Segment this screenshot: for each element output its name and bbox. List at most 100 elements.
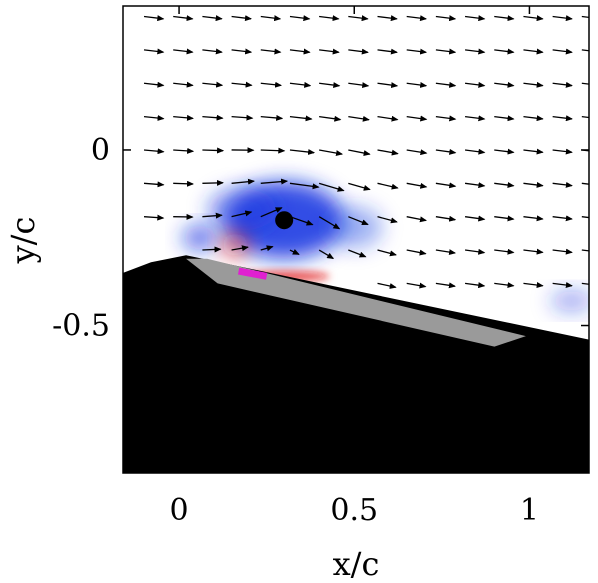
vortex-core-layer: [275, 211, 294, 230]
velocity-arrow-36: [260, 81, 283, 88]
velocity-arrow-125: [581, 249, 589, 252]
velocity-arrow-107: [464, 215, 486, 222]
velocity-arrow-16: [143, 48, 165, 55]
velocity-arrow-38: [319, 82, 341, 89]
velocity-arrow-15: [581, 15, 589, 19]
velocity-arrow-113: [231, 245, 249, 252]
velocity-arrow-26: [435, 48, 457, 55]
velocity-arrow-84: [260, 178, 289, 185]
velocity-arrow-45: [523, 81, 544, 88]
velocity-arrow-94: [552, 181, 573, 188]
velocity-arrow-12: [494, 15, 515, 22]
velocity-arrow-59: [464, 115, 486, 122]
velocity-arrow-37: [289, 81, 312, 88]
x-tick-label-1: 0.5: [330, 493, 378, 528]
velocity-arrow-74: [435, 148, 457, 155]
velocity-arrow-81: [173, 180, 195, 187]
velocity-arrow-106: [435, 215, 457, 222]
velocity-arrow-4: [260, 15, 282, 22]
velocity-arrow-2: [202, 15, 223, 22]
velocity-arrow-85: [289, 182, 320, 190]
velocity-vectors: [143, 15, 589, 289]
velocity-arrow-110: [552, 215, 573, 222]
vorticity-blob-negative-1: [207, 188, 278, 231]
velocity-arrow-108: [494, 215, 515, 222]
velocity-arrow-11: [464, 15, 486, 22]
velocity-arrow-34: [202, 81, 224, 88]
velocity-arrow-20: [260, 48, 282, 55]
velocity-arrow-98: [202, 212, 223, 219]
velocity-arrow-83: [231, 178, 255, 185]
velocity-arrow-53: [289, 115, 313, 122]
velocity-arrow-46: [552, 81, 573, 88]
vorticity-blob-positive-5: [221, 232, 250, 258]
velocity-arrow-35: [231, 81, 253, 88]
velocity-arrow-44: [494, 81, 515, 88]
velocity-arrow-22: [319, 48, 340, 55]
velocity-arrow-126: [377, 282, 397, 289]
velocity-arrow-61: [523, 115, 544, 122]
velocity-arrow-28: [494, 48, 515, 55]
velocity-arrow-65: [173, 147, 195, 154]
velocity-arrow-101: [289, 216, 314, 226]
velocity-arrow-19: [231, 48, 253, 55]
velocity-arrow-7: [348, 15, 369, 22]
velocity-arrow-49: [173, 114, 194, 121]
velocity-arrow-58: [435, 115, 457, 122]
velocity-arrow-124: [552, 248, 573, 255]
velocity-arrow-60: [494, 115, 515, 122]
velocity-arrow-90: [435, 182, 457, 189]
velocity-arrow-47: [581, 82, 589, 85]
velocity-arrow-9: [406, 15, 428, 22]
vorticity-blob-negative-4: [550, 290, 589, 312]
velocity-arrow-71: [348, 149, 371, 156]
velocity-arrow-41: [406, 82, 428, 88]
velocity-arrow-14: [552, 15, 573, 22]
velocity-arrow-27: [464, 48, 486, 55]
velocity-arrow-3: [231, 15, 252, 22]
velocity-arrow-76: [494, 148, 515, 155]
velocity-arrow-129: [464, 282, 486, 289]
velocity-arrow-0: [143, 15, 165, 22]
velocity-arrow-118: [377, 249, 397, 257]
plate-shape: [186, 258, 526, 347]
velocity-arrow-5: [289, 15, 311, 22]
airfoil-geometry: [123, 255, 589, 473]
velocity-arrow-54: [319, 115, 342, 122]
vorticity-blob-negative-2: [182, 225, 218, 251]
vorticity-blob-negative-3: [326, 206, 383, 249]
velocity-arrow-91: [464, 182, 486, 189]
velocity-arrow-88: [377, 182, 399, 190]
velocity-arrow-102: [318, 216, 341, 230]
velocity-arrow-109: [523, 215, 544, 222]
velocity-arrow-104: [377, 216, 398, 224]
velocity-arrow-89: [406, 182, 428, 189]
velocity-arrow-8: [377, 15, 398, 22]
velocity-arrow-1: [173, 15, 194, 22]
body-shape: [123, 255, 589, 473]
velocity-arrow-112: [202, 246, 222, 253]
velocity-arrow-62: [552, 115, 573, 122]
velocity-arrow-117: [348, 249, 367, 258]
velocity-arrow-52: [260, 114, 284, 121]
y-axis-label: y/c: [4, 217, 42, 265]
velocity-arrow-48: [143, 115, 165, 121]
x-axis-label: x/c: [333, 545, 380, 583]
velocity-arrow-111: [581, 216, 589, 219]
velocity-arrow-68: [260, 147, 286, 154]
velocity-arrow-100: [260, 207, 283, 218]
vortex-core-dot: [275, 211, 294, 230]
velocity-arrow-69: [289, 149, 316, 155]
velocity-arrow-30: [552, 48, 573, 55]
velocity-arrow-82: [202, 179, 224, 186]
velocity-arrow-119: [406, 249, 427, 256]
velocity-arrow-50: [202, 114, 224, 121]
velocity-arrow-132: [552, 282, 573, 288]
velocity-arrow-130: [494, 282, 515, 289]
velocity-arrow-70: [319, 149, 344, 156]
velocity-arrow-123: [523, 248, 544, 255]
velocity-arrow-122: [494, 248, 515, 255]
velocity-arrow-6: [319, 15, 340, 22]
x-tick-label-2: 1: [520, 493, 539, 528]
plot-frame: [122, 5, 590, 474]
